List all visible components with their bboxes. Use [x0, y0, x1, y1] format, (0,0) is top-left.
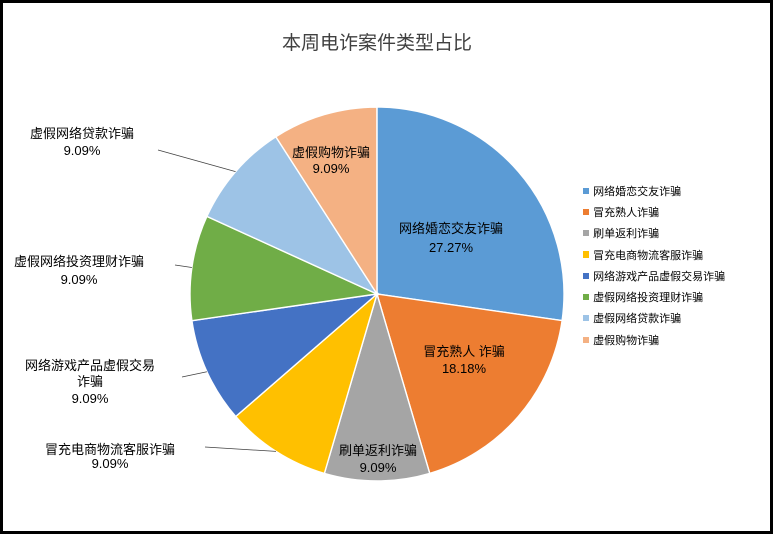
- svg-text:9.09%: 9.09%: [61, 272, 98, 287]
- svg-text:虚假购物诈骗: 虚假购物诈骗: [292, 145, 370, 160]
- svg-text:冒充熟人 诈骗: 冒充熟人 诈骗: [423, 344, 505, 359]
- svg-text:网络婚恋交友诈骗: 网络婚恋交友诈骗: [399, 221, 503, 236]
- svg-text:9.09%: 9.09%: [313, 161, 350, 176]
- svg-text:诈骗: 诈骗: [77, 374, 103, 389]
- svg-text:9.09%: 9.09%: [92, 456, 129, 471]
- svg-text:9.09%: 9.09%: [360, 460, 397, 475]
- svg-text:虚假网络投资理财诈骗: 虚假网络投资理财诈骗: [14, 254, 144, 269]
- svg-text:9.09%: 9.09%: [72, 391, 109, 406]
- svg-text:网络游戏产品虚假交易: 网络游戏产品虚假交易: [25, 358, 155, 373]
- svg-text:刷单返利诈骗: 刷单返利诈骗: [339, 443, 417, 458]
- svg-text:虚假网络贷款诈骗: 虚假网络贷款诈骗: [30, 126, 134, 141]
- svg-text:18.18%: 18.18%: [442, 361, 487, 376]
- svg-text:9.09%: 9.09%: [64, 143, 101, 158]
- svg-text:冒充电商物流客服诈骗: 冒充电商物流客服诈骗: [45, 442, 175, 457]
- svg-text:27.27%: 27.27%: [429, 240, 474, 255]
